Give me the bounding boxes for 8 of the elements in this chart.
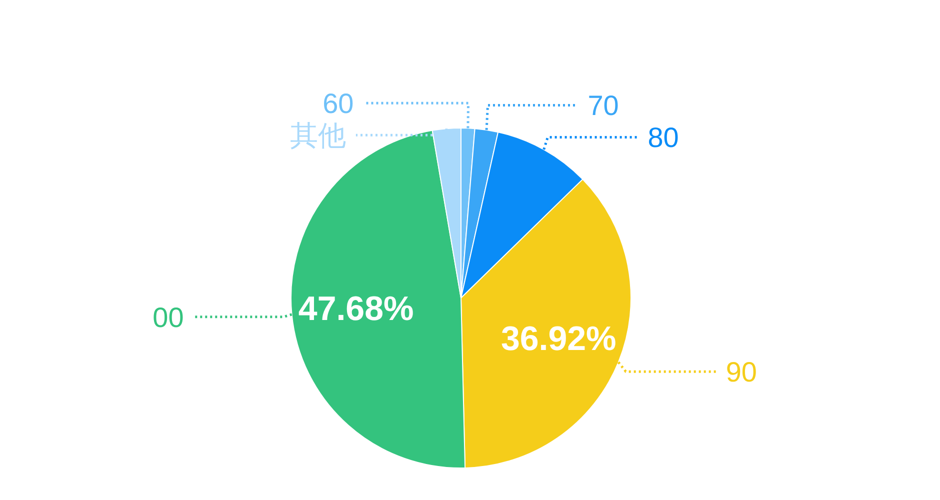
- data-label: 36.92%: [500, 320, 616, 358]
- slice-label: 90: [726, 356, 757, 388]
- data-label: 47.68%: [298, 290, 414, 328]
- slice-label: 70: [588, 90, 619, 122]
- slice-label: 其他: [290, 120, 346, 152]
- slice-label: 60: [322, 88, 354, 120]
- slice-label: 80: [648, 122, 679, 154]
- slice-label: 00: [152, 302, 184, 333]
